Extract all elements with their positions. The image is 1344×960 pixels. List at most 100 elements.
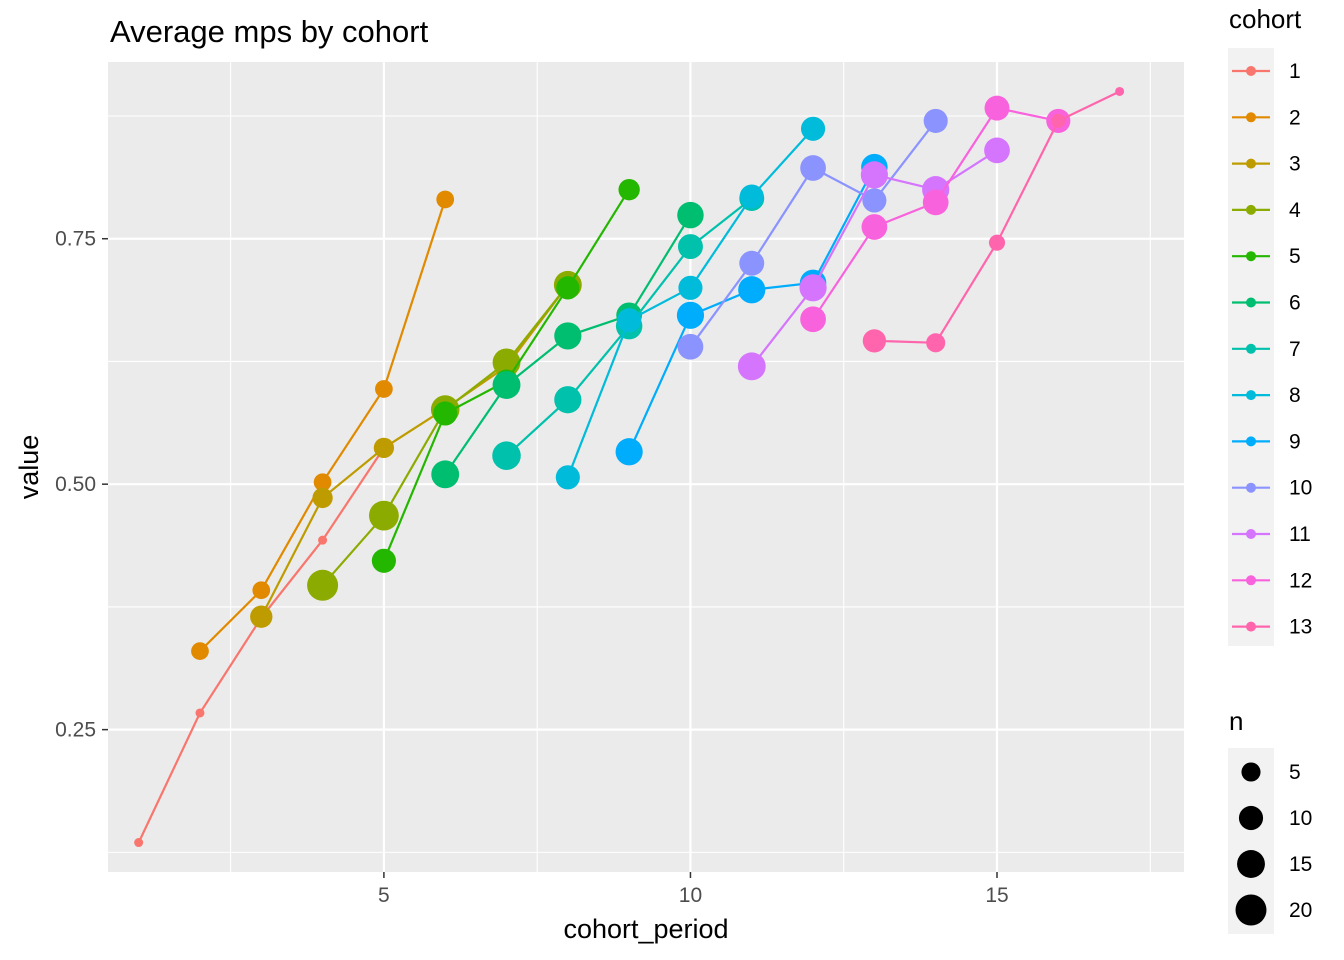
color-legend-label: 4 — [1289, 199, 1301, 222]
color-legend-label: 8 — [1289, 384, 1301, 407]
data-point — [250, 605, 273, 628]
x-axis-title: cohort_period — [563, 914, 728, 944]
legend-key-dot — [1246, 251, 1256, 262]
legend-key-dot — [1246, 436, 1256, 447]
legend-key-dot — [1246, 112, 1256, 123]
data-point — [556, 276, 580, 300]
data-point — [739, 250, 765, 276]
data-point — [191, 642, 209, 660]
color-legend-label: 9 — [1289, 430, 1301, 453]
data-point — [801, 116, 826, 141]
data-point — [134, 838, 144, 848]
data-point — [617, 308, 642, 333]
data-point — [737, 352, 766, 381]
data-point — [799, 274, 827, 302]
color-legend-label: 13 — [1289, 616, 1312, 639]
data-point — [676, 301, 705, 329]
color-legend-label: 6 — [1289, 292, 1301, 315]
series-6 — [431, 201, 704, 489]
legend-key-dot — [1246, 158, 1256, 169]
legend-key-dot — [1246, 343, 1256, 354]
data-point — [678, 275, 703, 300]
color-legend-item: 12 — [1232, 569, 1312, 592]
data-point — [313, 473, 332, 492]
size-legend-label: 10 — [1289, 807, 1312, 830]
color-legend-item: 10 — [1232, 477, 1312, 500]
color-legend-label: 1 — [1289, 60, 1301, 83]
series-layer — [134, 86, 1125, 848]
color-legend-item: 13 — [1232, 616, 1312, 639]
data-point — [312, 487, 333, 509]
series-8 — [555, 116, 826, 490]
data-point — [554, 322, 582, 350]
size-legend-label: 20 — [1289, 899, 1312, 922]
data-point — [861, 214, 888, 240]
color-legend-item: 2 — [1232, 106, 1301, 129]
legend-key-dot — [1246, 482, 1256, 493]
color-legend-label: 7 — [1289, 338, 1301, 361]
color-legend-item: 9 — [1232, 430, 1301, 453]
color-legend-title: cohort — [1229, 4, 1302, 34]
size-legend-dot — [1237, 850, 1265, 878]
legend-key-dot — [1246, 575, 1256, 586]
color-legend-item: 1 — [1232, 60, 1301, 83]
data-point — [368, 500, 399, 531]
data-point — [800, 155, 826, 181]
size-legend: n 5 10 15 20 — [1228, 706, 1312, 934]
data-point — [554, 386, 582, 414]
size-legend-label: 15 — [1289, 853, 1312, 876]
color-legend-label: 12 — [1289, 569, 1312, 592]
data-point — [318, 535, 328, 545]
axes: 5 10 15 0.25 0.50 0.75 — [55, 228, 1009, 907]
size-legend-title: n — [1229, 706, 1243, 736]
color-legend-label: 3 — [1289, 153, 1301, 176]
data-point — [862, 329, 887, 353]
y-tick-label: 0.25 — [55, 719, 96, 742]
y-tick-label: 0.50 — [55, 473, 96, 496]
series-2 — [191, 190, 455, 660]
data-point — [307, 569, 339, 601]
series-line — [260, 284, 569, 618]
color-legend-label: 10 — [1289, 477, 1312, 500]
data-point — [433, 401, 458, 426]
size-legend-dot — [1238, 805, 1264, 831]
grid — [108, 62, 1184, 872]
data-point — [618, 178, 640, 201]
data-point — [926, 333, 946, 353]
size-legend-item: 5 — [1241, 761, 1301, 784]
data-point — [739, 184, 764, 209]
data-point — [373, 437, 395, 458]
color-legend-item: 5 — [1232, 245, 1301, 268]
data-point — [988, 234, 1006, 251]
color-legend-label: 5 — [1289, 245, 1301, 268]
data-point — [923, 108, 948, 133]
legend-key-dot — [1246, 390, 1256, 401]
color-legend-item: 6 — [1232, 292, 1301, 315]
color-legend-item: 3 — [1232, 153, 1301, 176]
size-legend-item: 15 — [1237, 850, 1312, 878]
plot-panel — [108, 62, 1184, 872]
data-point — [677, 201, 704, 229]
series-12 — [800, 95, 1071, 333]
data-point — [1115, 86, 1125, 96]
data-point — [984, 95, 1010, 121]
color-legend-item: 8 — [1232, 384, 1301, 407]
data-point — [615, 438, 643, 466]
x-tick-label: 10 — [679, 884, 702, 907]
data-point — [862, 188, 887, 213]
data-point — [1051, 113, 1066, 128]
data-point — [738, 276, 766, 304]
data-point — [800, 306, 826, 333]
color-legend-item: 7 — [1232, 338, 1301, 361]
size-legend-dot — [1241, 762, 1261, 782]
y-tick-label: 0.75 — [55, 228, 96, 251]
data-point — [195, 708, 205, 718]
legend-key-dot — [1246, 66, 1256, 76]
size-legend-dot — [1235, 894, 1267, 926]
data-point — [555, 465, 580, 490]
chart-title: Average mps by cohort — [110, 14, 429, 49]
data-point — [677, 234, 703, 260]
data-point — [860, 161, 888, 189]
